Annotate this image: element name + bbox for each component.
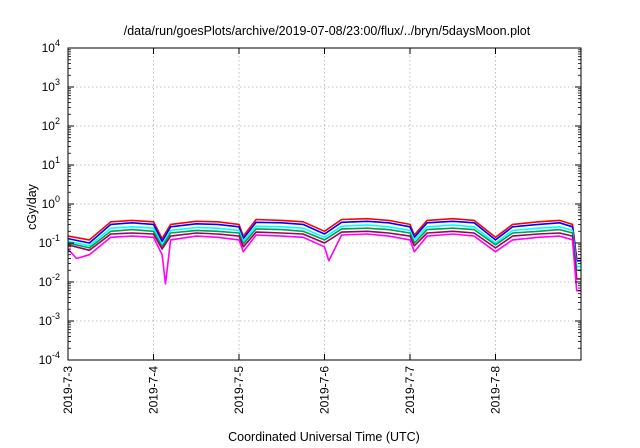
series-line-2 (67, 220, 581, 262)
x-axis-label: Coordinated Universal Time (UTC) (228, 430, 420, 444)
x-tick-label: 2019-7-4 (147, 366, 161, 414)
y-tick-base: 10 (39, 275, 53, 289)
y-tick-label: 102 (42, 116, 60, 133)
x-tick-label: 2019-7-3 (61, 366, 75, 414)
y-tick-base: 10 (42, 119, 56, 133)
y-tick-exponent: -1 (52, 233, 60, 243)
y-tick-label: 10-2 (39, 272, 60, 289)
y-tick-base: 10 (42, 158, 56, 172)
chart-title: /data/run/goesPlots/archive/2019-07-08/2… (124, 24, 531, 38)
y-tick-exponent: 2 (55, 116, 60, 126)
series-line-4 (67, 227, 581, 272)
x-tick-label: 2019-7-5 (232, 366, 246, 414)
series-line-1 (67, 217, 581, 260)
x-ticks: 2019-7-3 2019-7-4 2019-7-5 2019-7-6 2019-7-7… (61, 48, 503, 414)
y-tick-label: 10-1 (39, 233, 60, 250)
y-tick-label: 103 (42, 77, 60, 94)
y-tick-exponent: 4 (55, 38, 60, 48)
y-tick-label: 10-3 (39, 311, 60, 328)
y-tick-base: 10 (42, 197, 56, 211)
y-tick-exponent: 1 (55, 155, 60, 165)
y-tick-base: 10 (39, 353, 53, 367)
y-tick-base: 10 (42, 80, 56, 94)
y-tick-exponent: -4 (52, 350, 60, 360)
x-tick-label: 2019-7-7 (403, 366, 417, 414)
series-line-5 (67, 230, 581, 280)
y-tick-exponent: 0 (55, 194, 60, 204)
y-tick-label: 10-4 (39, 350, 60, 367)
y-axis-label: cGy/day (25, 183, 39, 230)
y-tick-exponent: 3 (55, 77, 60, 87)
y-tick-base: 10 (42, 41, 56, 55)
y-tick-label: 104 (42, 38, 60, 55)
series-line-3 (67, 224, 581, 268)
y-tick-exponent: -2 (52, 272, 60, 282)
y-tick-base: 10 (39, 314, 53, 328)
y-tick-label: 100 (42, 194, 60, 211)
x-tick-label: 2019-7-8 (489, 366, 503, 414)
grid (68, 48, 581, 360)
series-group (67, 217, 581, 292)
y-tick-label: 101 (42, 155, 60, 172)
x-tick-label: 2019-7-6 (318, 366, 332, 414)
y-tick-base: 10 (39, 236, 53, 250)
series-line-6 (67, 233, 581, 292)
y-tick-exponent: -3 (52, 311, 60, 321)
